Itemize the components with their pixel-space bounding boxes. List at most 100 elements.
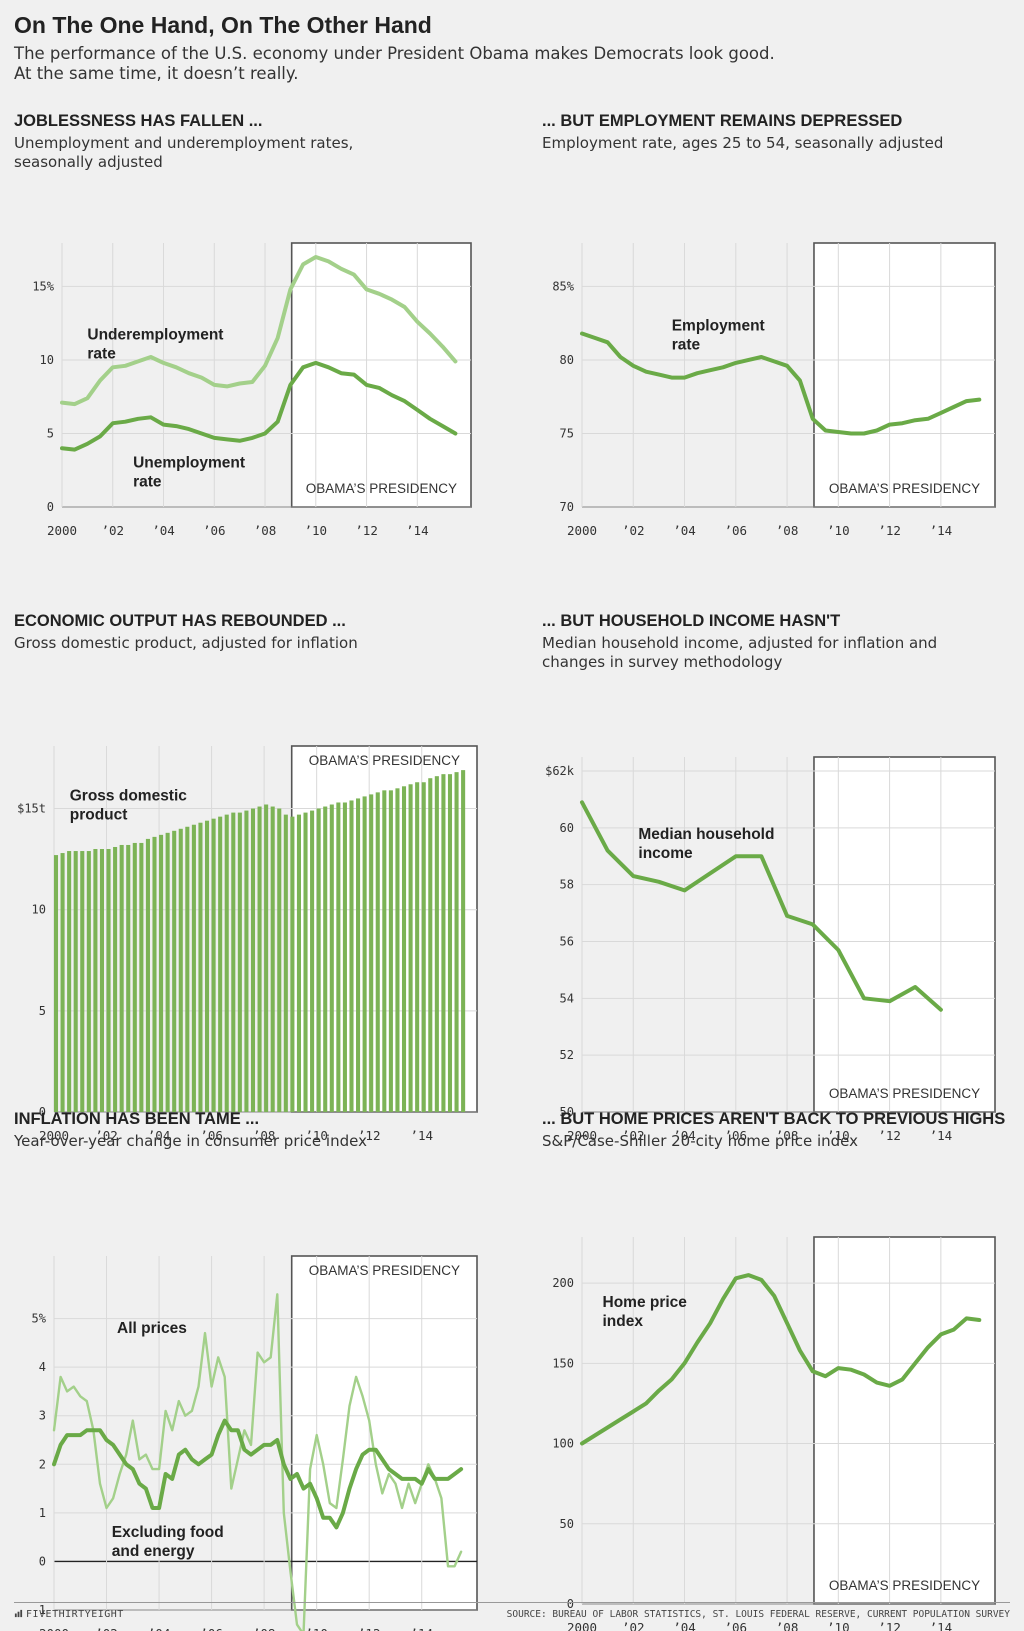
panel-household-income: ... BUT HOUSEHOLD INCOME HASN'T Median h… xyxy=(542,612,1012,1143)
y-tick-label: 10 xyxy=(40,353,54,367)
gdp-bar xyxy=(296,814,301,1112)
gdp-bar xyxy=(250,808,256,1112)
gdp-bar xyxy=(237,812,242,1112)
x-tick-label: ’04 xyxy=(673,1620,696,1631)
y-tick-label: 150 xyxy=(552,1356,574,1370)
series-label: Home price index xyxy=(603,1294,688,1330)
gdp-bar xyxy=(421,782,426,1112)
x-tick-label: ’06 xyxy=(725,1620,748,1631)
x-tick-label: ’02 xyxy=(95,1626,118,1631)
y-tick-label: 15% xyxy=(32,279,54,293)
presidency-box xyxy=(813,756,996,1113)
y-tick-label: 3 xyxy=(39,1409,46,1423)
series-label-line: index xyxy=(603,1313,644,1330)
x-tick-label: ’08 xyxy=(253,1626,276,1631)
presidency-label: OBAMA’S PRESIDENCY xyxy=(829,1086,980,1101)
series-line xyxy=(580,1273,982,1446)
gdp-bar xyxy=(80,851,85,1112)
gdp-bar xyxy=(342,802,347,1112)
gdp-bar xyxy=(356,798,361,1112)
gdp-bar xyxy=(441,774,446,1112)
series-label: Excluding food and energy xyxy=(112,1524,224,1560)
gdp-bar xyxy=(224,814,229,1112)
gdp-bar xyxy=(139,842,144,1112)
gdp-bar xyxy=(401,786,407,1112)
source-note: SOURCE: BUREAU OF LABOR STATISTICS, ST. … xyxy=(506,1609,1010,1620)
gdp-bar xyxy=(277,808,282,1112)
series-label-line: and energy xyxy=(112,1543,195,1560)
gdp-bar xyxy=(362,796,367,1112)
panel-subtitle: Gross domestic product, adjusted for inf… xyxy=(14,634,484,653)
gdp-bar xyxy=(145,838,150,1112)
presidency-box xyxy=(813,1236,996,1605)
fivethirtyeight-logo-icon xyxy=(14,1609,23,1618)
gdp-bar xyxy=(461,770,466,1112)
x-tick-label: ’14 xyxy=(406,523,429,538)
x-tick-label: ’04 xyxy=(148,1128,171,1143)
gdp-bar xyxy=(395,788,400,1112)
panel-subtitle-line1: Median household income, adjusted for in… xyxy=(542,634,938,652)
series-label-line: Median household xyxy=(638,826,774,843)
x-tick-label: ’04 xyxy=(673,523,696,538)
gdp-bar xyxy=(99,849,105,1112)
x-tick-label: ’08 xyxy=(254,523,277,538)
gdp-bar xyxy=(329,804,334,1112)
y-tick-label: 5 xyxy=(39,1004,46,1018)
page-subtitle-line2: At the same time, it doesn’t really. xyxy=(14,64,299,83)
panel-subtitle-line2: changes in survey methodology xyxy=(542,653,783,671)
x-tick-label: ’12 xyxy=(878,1620,901,1631)
x-tick-label: ’08 xyxy=(776,1128,799,1143)
gdp-bar xyxy=(93,849,98,1112)
gdp-bar xyxy=(60,853,65,1112)
series-label-line: Underemployment xyxy=(87,326,223,343)
page-title: On The One Hand, On The Other Hand xyxy=(14,12,432,38)
x-tick-label: ’10 xyxy=(305,1128,328,1143)
x-tick-label: ’08 xyxy=(776,1620,799,1631)
footer-divider xyxy=(14,1602,1010,1603)
y-tick-label: 100 xyxy=(552,1437,574,1451)
series-label-line: product xyxy=(70,806,128,823)
chart-joblessness: 0 5 10 15% 2000 ’02 ’04 ’06 ’08 ’10 ’12 ’14 Underemp… xyxy=(32,242,472,538)
panel-title: ECONOMIC OUTPUT HAS REBOUNDED ... xyxy=(14,612,346,630)
gdp-bar xyxy=(119,844,124,1112)
x-tick-label: ’02 xyxy=(95,1128,118,1143)
panel-subtitle-line1: Year-over-year change in consumer price … xyxy=(14,1132,367,1150)
x-tick-label: ’10 xyxy=(305,1626,328,1631)
x-tick-label: ’02 xyxy=(622,523,645,538)
panel-subtitle: Median household income, adjusted for in… xyxy=(542,634,1012,672)
x-tick-label: ’14 xyxy=(930,1620,953,1631)
panel-title: INFLATION HAS BEEN TAME ... xyxy=(14,1110,260,1128)
x-tick-label: ’14 xyxy=(930,1128,953,1143)
y-tick-label: $62k xyxy=(545,764,575,778)
panel-subtitle-line1: S&P/Case-Shiller 20-city home price inde… xyxy=(542,1132,859,1150)
series-label-line: rate xyxy=(87,345,116,362)
gdp-bar xyxy=(244,810,249,1112)
chart-household-income: 50 52 54 56 58 60 $62k 2000 ’02 ’04 ’06 ’08 ’10 ’12 ’1… xyxy=(545,756,996,1143)
panel-title: ... BUT HOME PRICES AREN'T BACK TO PREVI… xyxy=(542,1110,1006,1128)
presidency-label: OBAMA’S PRESIDENCY xyxy=(309,753,460,768)
x-tick-label: ’10 xyxy=(827,1620,850,1631)
y-tick-label: 0 xyxy=(47,500,54,514)
x-tick-label: ’08 xyxy=(253,1128,276,1143)
presidency-box xyxy=(290,1255,478,1611)
panel-joblessness: JOBLESSNESS HAS FALLEN ... Unemployment … xyxy=(14,112,494,552)
x-tick-label: ’06 xyxy=(200,1626,223,1631)
x-tick-label: ’04 xyxy=(673,1128,696,1143)
panel-gdp: ECONOMIC OUTPUT HAS REBOUNDED ... Gross … xyxy=(14,612,494,1143)
panel-inflation: INFLATION HAS BEEN TAME ... Year-over-ye… xyxy=(14,1110,494,1631)
x-tick-label: ’02 xyxy=(622,1620,645,1631)
x-tick-label: ’12 xyxy=(358,1626,381,1631)
series-line xyxy=(580,331,982,436)
page-subtitle: The performance of the U.S. economy unde… xyxy=(14,44,1004,84)
series-line xyxy=(60,360,458,452)
panel-subtitle: S&P/Case-Shiller 20-city home price inde… xyxy=(542,1132,1012,1151)
brand-name: FIVETHIRTYEIGHT xyxy=(26,1609,124,1620)
series-label-line: All prices xyxy=(117,1320,187,1337)
y-tick-label: 10 xyxy=(32,903,46,917)
y-tick-label: 60 xyxy=(560,821,574,835)
y-tick-label: 0 xyxy=(39,1105,46,1119)
gdp-bar xyxy=(204,820,210,1112)
y-tick-label: 2 xyxy=(39,1457,46,1471)
x-tick-label: ’12 xyxy=(358,1128,381,1143)
gdp-bar xyxy=(369,794,374,1112)
